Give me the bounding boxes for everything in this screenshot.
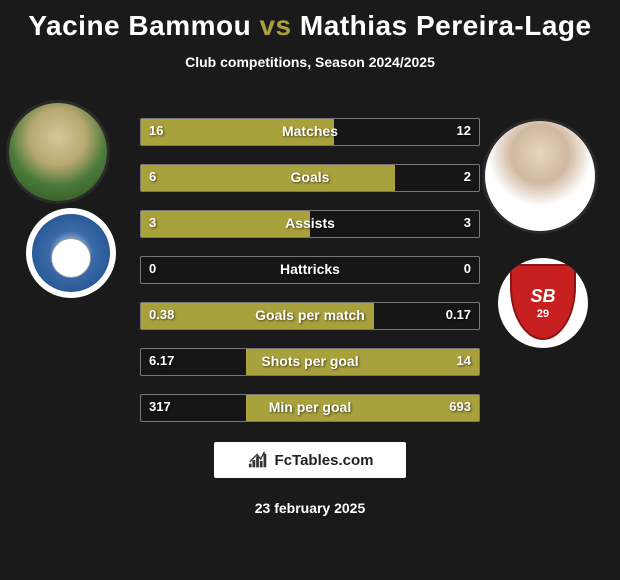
stat-value-right: 3 [464, 215, 471, 230]
stat-row: Matches16 12 [140, 118, 480, 146]
stat-value-right: 12 [457, 123, 471, 138]
stat-label: Hattricks [141, 261, 479, 277]
crest2-initials: SB [498, 286, 588, 307]
stat-value-left: 0 [149, 261, 156, 276]
stat-value-right: 693 [449, 399, 471, 414]
stat-label: Min per goal [141, 399, 479, 415]
stat-value-right: 14 [457, 353, 471, 368]
stat-label: Shots per goal [141, 353, 479, 369]
stat-value-left: 0.38 [149, 307, 174, 322]
stat-value-right: 0 [464, 261, 471, 276]
stats-bars: Matches16 12 Goals6 2 Assists3 3 Hattricks0 0 Go… [140, 118, 480, 440]
fctables-logo-icon [247, 450, 269, 470]
vs-separator: vs [259, 10, 291, 41]
fctables-badge: FcTables.com [214, 442, 406, 478]
stat-label: Assists [141, 215, 479, 231]
player2-avatar [482, 118, 598, 234]
date-label: 23 february 2025 [0, 500, 620, 516]
player2-club-crest: SB 29 [498, 258, 588, 348]
stat-label: Matches [141, 123, 479, 139]
stat-value-left: 317 [149, 399, 171, 414]
subtitle: Club competitions, Season 2024/2025 [0, 54, 620, 70]
stat-row: Min per goal317 693 [140, 394, 480, 422]
stat-value-left: 6.17 [149, 353, 174, 368]
stat-value-left: 3 [149, 215, 156, 230]
stat-row: Assists3 3 [140, 210, 480, 238]
player2-name: Mathias Pereira-Lage [300, 10, 592, 41]
stat-row: Goals per match0.38 0.17 [140, 302, 480, 330]
player1-avatar [6, 100, 110, 204]
player1-club-crest [26, 208, 116, 298]
stat-value-left: 16 [149, 123, 163, 138]
stat-label: Goals per match [141, 307, 479, 323]
stat-value-right: 2 [464, 169, 471, 184]
stat-value-left: 6 [149, 169, 156, 184]
stat-value-right: 0.17 [446, 307, 471, 322]
comparison-title: Yacine Bammou vs Mathias Pereira-Lage [0, 0, 620, 42]
stat-row: Shots per goal6.17 14 [140, 348, 480, 376]
player1-name: Yacine Bammou [28, 10, 251, 41]
crest2-year: 29 [498, 308, 588, 320]
stat-row: Hattricks0 0 [140, 256, 480, 284]
stat-label: Goals [141, 169, 479, 185]
fctables-label: FcTables.com [275, 452, 374, 469]
stat-row: Goals6 2 [140, 164, 480, 192]
